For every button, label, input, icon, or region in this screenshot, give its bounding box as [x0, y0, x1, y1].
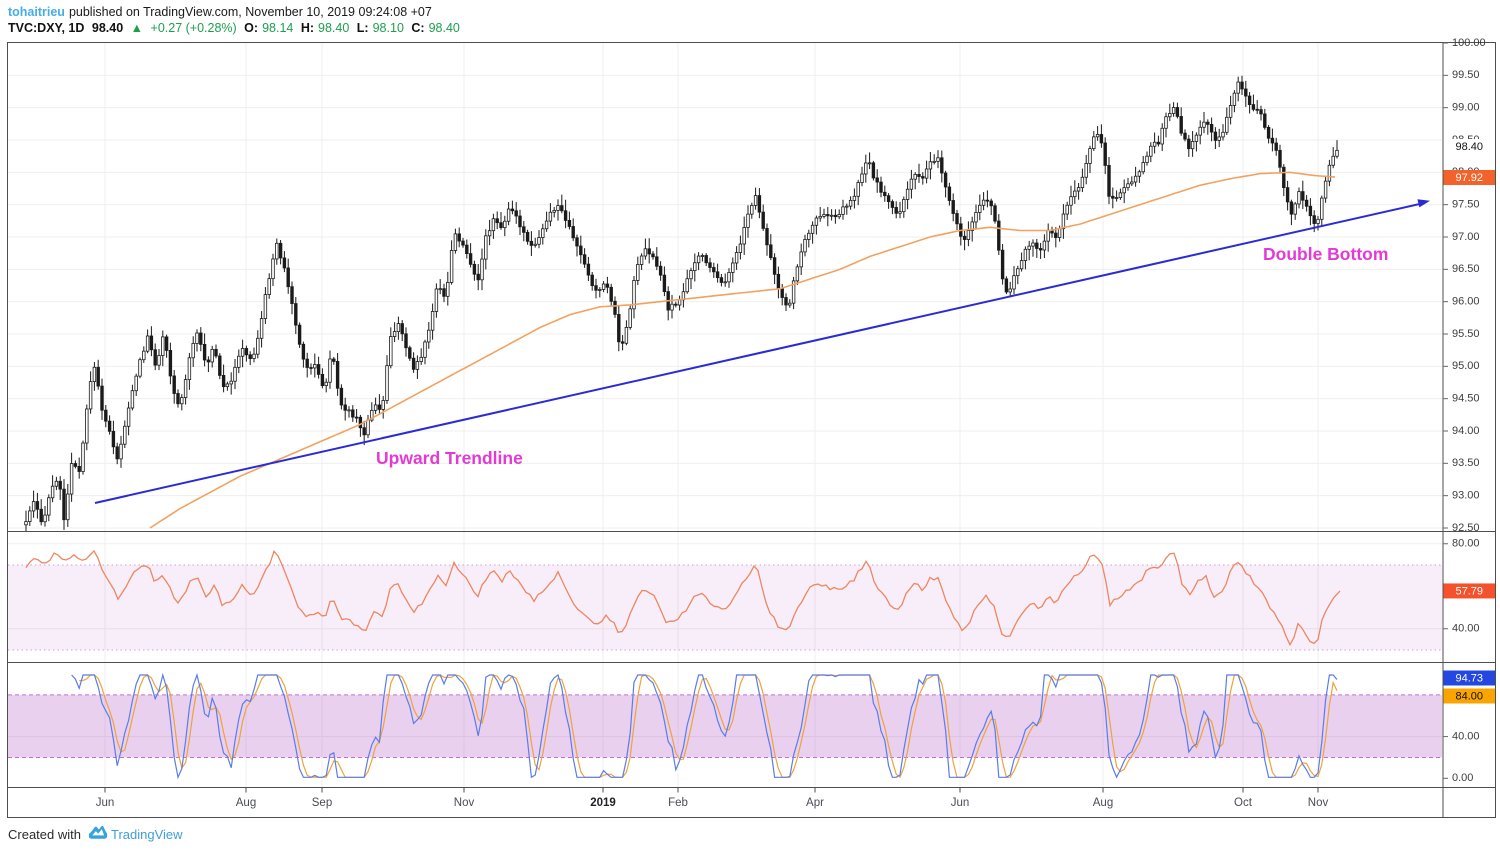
time-label: Oct — [1234, 797, 1253, 809]
publish-text: published on TradingView.com, November 1… — [68, 5, 432, 19]
high-label: H: — [300, 21, 315, 35]
axis-value-labels: 98.40 97.92 57.79 94.73 84.00 — [1443, 138, 1495, 704]
symbol-name: TVC:DXY, 1D — [8, 21, 85, 35]
symbol-info: TVC:DXY, 1D 98.40 ▲ +0.27 (+0.28%) O: 98.… — [8, 21, 464, 35]
time-label: Jun — [951, 797, 970, 809]
value-label-text: 97.92 — [1455, 172, 1483, 184]
up-arrow-icon: ▲ — [130, 21, 144, 35]
low-label: L: — [356, 21, 369, 35]
svg-text:80.00: 80.00 — [1452, 538, 1480, 550]
value-label-box — [1443, 688, 1495, 704]
svg-text:96.00: 96.00 — [1452, 296, 1480, 308]
low-value: 98.10 — [372, 21, 404, 35]
tradingview-logo-icon — [88, 825, 108, 843]
svg-text:40.00: 40.00 — [1452, 730, 1480, 742]
stoch-d-line — [79, 674, 1338, 779]
svg-text:94.00: 94.00 — [1452, 425, 1480, 437]
svg-text:97.50: 97.50 — [1452, 199, 1480, 211]
svg-text:92.50: 92.50 — [1452, 522, 1480, 534]
pane-borders — [7, 42, 1496, 818]
value-label-text: 94.73 — [1455, 672, 1483, 684]
ma-line — [149, 171, 1336, 529]
svg-text:40.00: 40.00 — [1452, 623, 1480, 635]
svg-text:99.00: 99.00 — [1452, 102, 1480, 114]
annotations: Upward Trendline Double Bottom — [376, 244, 1388, 468]
publish-info: tohaitrieu published on TradingView.com, … — [8, 5, 436, 19]
time-label: Apr — [806, 797, 824, 809]
rsi-band — [8, 565, 1442, 650]
tradingview-brand-link[interactable]: TradingView — [110, 826, 183, 842]
time-label: Aug — [1093, 797, 1113, 809]
time-label: Jun — [96, 797, 115, 809]
value-label-text: 98.40 — [1455, 141, 1483, 153]
time-axis: Jun Aug Sep Nov 2019 Feb Apr Jun Aug Oct Nov — [96, 787, 1329, 809]
svg-text:93.00: 93.00 — [1452, 490, 1480, 502]
annotation-0: Upward Trendline — [376, 448, 523, 468]
stoch-k-line — [71, 672, 1338, 780]
svg-text:95.50: 95.50 — [1452, 328, 1480, 340]
time-label: Nov — [1308, 797, 1329, 809]
svg-text:93.50: 93.50 — [1452, 457, 1480, 469]
svg-text:99.50: 99.50 — [1452, 69, 1480, 81]
created-with-text: Created with — [8, 826, 81, 842]
price-change: +0.27 (+0.28%) — [150, 21, 237, 35]
value-label-box — [1443, 670, 1495, 686]
open-value: 98.14 — [262, 21, 294, 35]
svg-text:95.00: 95.00 — [1452, 360, 1480, 372]
author-link[interactable]: tohaitrieu — [8, 5, 65, 19]
rsi-line — [25, 549, 1341, 647]
stoch-band — [8, 694, 1442, 758]
value-label-text: 84.00 — [1455, 690, 1483, 702]
svg-text:0.00: 0.00 — [1452, 772, 1473, 784]
value-label-text: 57.79 — [1455, 585, 1483, 597]
high-value: 98.40 — [318, 21, 350, 35]
attribution: Created with TradingView — [8, 825, 183, 843]
open-label: O: — [244, 21, 259, 35]
candles — [24, 75, 1339, 532]
annotation-1: Double Bottom — [1263, 244, 1388, 264]
svg-text:97.00: 97.00 — [1452, 231, 1480, 243]
time-label: Aug — [236, 797, 256, 809]
time-label: Nov — [454, 797, 475, 809]
last-price: 98.40 — [91, 21, 124, 35]
close-value: 98.40 — [428, 21, 460, 35]
close-label: C: — [411, 21, 425, 35]
indicator-bands — [8, 564, 1442, 758]
time-label: 2019 — [590, 797, 616, 809]
svg-text:100.00: 100.00 — [1452, 37, 1486, 49]
value-label-box — [1443, 170, 1495, 186]
value-label-box — [1443, 138, 1495, 154]
svg-text:96.50: 96.50 — [1452, 263, 1480, 275]
trendline-arrow-icon — [1417, 199, 1430, 208]
time-label: Sep — [312, 797, 332, 809]
trendline — [94, 199, 1430, 504]
svg-text:94.50: 94.50 — [1452, 393, 1480, 405]
time-label: Feb — [668, 797, 688, 809]
value-label-box — [1443, 583, 1495, 599]
